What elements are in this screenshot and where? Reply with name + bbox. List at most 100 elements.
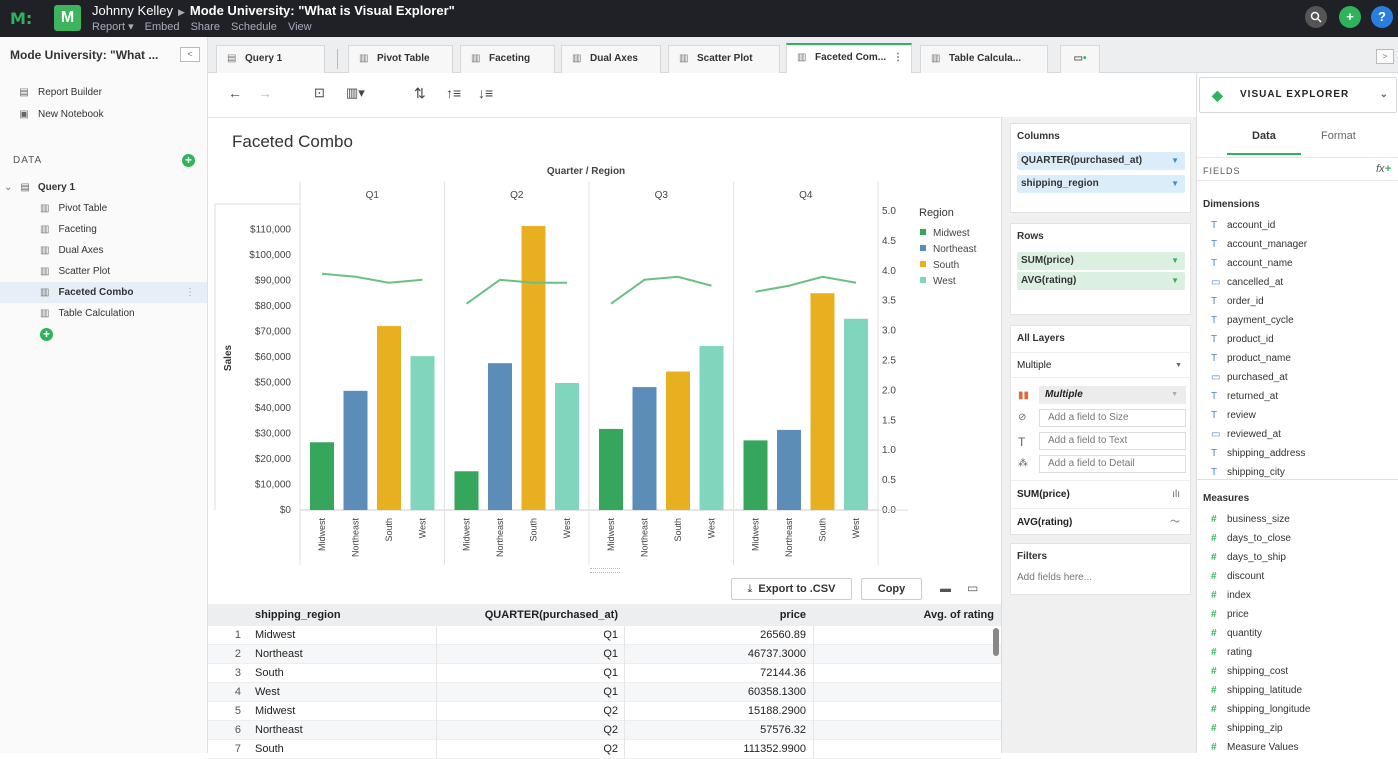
layer-avg-rating[interactable]: AVG(rating) 〜 (1011, 508, 1190, 536)
dimension-field[interactable]: product_name (1227, 353, 1291, 364)
collapse-sidebar-button[interactable]: < (180, 47, 200, 62)
rows-pill[interactable]: SUM(price) ▼ (1017, 252, 1185, 270)
sidebar-item-query-1[interactable]: ⌄ ▤ Query 1 (0, 177, 207, 198)
layer-sum-price[interactable]: SUM(price) ılı (1011, 480, 1190, 508)
sidebar-item-dual-axes[interactable]: ▥ Dual Axes (0, 240, 207, 261)
dimension-field[interactable]: account_manager (1227, 239, 1308, 250)
text-field[interactable]: Add a field to Text (1039, 432, 1186, 450)
columns-pill[interactable]: shipping_region ▼ (1017, 175, 1185, 193)
measure-field[interactable]: quantity (1227, 628, 1263, 639)
sidebar-item-scatter-plot[interactable]: ▥ Scatter Plot (0, 261, 207, 282)
size-field[interactable]: Add a field to Size (1039, 409, 1186, 427)
table-row[interactable]: 5 Midwest Q2 15188.2900 (208, 702, 1001, 721)
table-row[interactable]: 1 Midwest Q1 26560.89 (208, 626, 1001, 645)
formula-icon[interactable]: fx+ (1376, 163, 1391, 175)
chart-type-icon[interactable]: ▥▾ (346, 85, 365, 100)
dimension-field[interactable]: purchased_at (1227, 372, 1288, 383)
copy-button[interactable]: Copy (861, 578, 922, 600)
export-csv-button[interactable]: ⤓ Export to .CSV (731, 578, 852, 600)
measure-field[interactable]: days_to_close (1227, 533, 1291, 544)
tab-faceted-combo[interactable]: ▥ Faceted Com... ⋮ (786, 43, 912, 73)
dimension-field[interactable]: shipping_address (1227, 448, 1306, 459)
mark-select[interactable]: Multiple ▼ (1039, 386, 1186, 404)
undo-icon[interactable]: ← (228, 85, 242, 101)
new-notebook-link[interactable]: ▣ New Notebook (18, 109, 103, 120)
column-header[interactable]: Avg. of rating (923, 609, 994, 621)
measure-field[interactable]: shipping_zip (1227, 723, 1283, 734)
sort-ascending-icon[interactable]: ↑≡ (446, 85, 462, 101)
measure-field[interactable]: shipping_longitude (1227, 704, 1311, 715)
dimension-field[interactable]: order_id (1227, 296, 1264, 307)
measure-field[interactable]: shipping_cost (1227, 666, 1289, 677)
menu-view[interactable]: View (287, 21, 312, 33)
help-icon[interactable]: ? (1371, 6, 1393, 28)
measure-field[interactable]: shipping_latitude (1227, 685, 1303, 696)
dimension-field[interactable]: review (1227, 410, 1256, 421)
column-header[interactable]: shipping_region (255, 609, 341, 621)
tab-table-calculation[interactable]: ▥ Table Calcula... (920, 45, 1048, 73)
column-header[interactable]: QUARTER(purchased_at) (484, 609, 618, 621)
sidebar-item-table-calculation[interactable]: ▥ Table Calculation (0, 303, 207, 324)
resize-handle[interactable] (590, 568, 620, 573)
add-query-icon[interactable]: + (182, 154, 195, 167)
sidebar-item-faceted-combo[interactable]: ▥ Faceted Combo ⋮ (0, 282, 207, 303)
dimension-field[interactable]: product_id (1227, 334, 1274, 345)
measure-field[interactable]: price (1227, 609, 1249, 620)
dimension-field[interactable]: account_name (1227, 258, 1293, 269)
chevron-down-icon[interactable]: ▼ (1171, 179, 1179, 188)
add-tab-button[interactable]: ▭• (1060, 45, 1100, 73)
dimension-field[interactable]: account_id (1227, 220, 1276, 231)
menu-schedule[interactable]: Schedule (231, 21, 277, 33)
filters-dropzone[interactable]: Add fields here... (1017, 572, 1093, 583)
menu-embed[interactable]: Embed (144, 21, 180, 33)
minimize-icon[interactable]: ▬ (940, 583, 951, 595)
layers-select[interactable]: Multiple ▼ (1011, 352, 1190, 378)
detail-field[interactable]: Add a field to Detail (1039, 455, 1186, 473)
measure-field[interactable]: Measure Values (1227, 742, 1299, 753)
chevron-down-icon[interactable]: ▼ (1171, 276, 1179, 285)
report-builder-link[interactable]: ▤ Report Builder (18, 87, 102, 98)
measure-field[interactable]: business_size (1227, 514, 1290, 525)
sidebar-item-pivot-table[interactable]: ▥ Pivot Table (0, 198, 207, 219)
add-chart-icon[interactable]: + (40, 328, 53, 341)
tab-pivot-table[interactable]: ▥ Pivot Table (348, 45, 453, 73)
chevron-down-icon[interactable]: ▼ (1171, 256, 1179, 265)
table-scrollbar[interactable] (993, 628, 999, 656)
table-row[interactable]: 3 South Q1 72144.36 (208, 664, 1001, 683)
dimension-field[interactable]: returned_at (1227, 391, 1279, 402)
rows-pill[interactable]: AVG(rating) ▼ (1017, 272, 1185, 290)
table-row[interactable]: 4 West Q1 60358.1300 (208, 683, 1001, 702)
tab-data[interactable]: Data (1252, 130, 1276, 142)
tab-format[interactable]: Format (1321, 130, 1356, 142)
fit-icon[interactable]: ⊡ (314, 85, 325, 100)
table-row[interactable]: 7 South Q2 111352.9900 (208, 740, 1001, 759)
add-icon[interactable]: + (1339, 6, 1361, 28)
swap-axes-icon[interactable]: ⇅ (414, 85, 426, 101)
dimension-field[interactable]: reviewed_at (1227, 429, 1281, 440)
table-row[interactable]: 6 Northeast Q2 57576.32 (208, 721, 1001, 740)
dimension-field[interactable]: cancelled_at (1227, 277, 1284, 288)
tab-query-1[interactable]: ▤ Query 1 (216, 45, 325, 73)
menu-share[interactable]: Share (190, 21, 220, 33)
menu-report[interactable]: Report ▾ (92, 21, 134, 33)
search-icon[interactable] (1305, 6, 1327, 28)
tab-faceting[interactable]: ▥ Faceting (460, 45, 555, 73)
sort-descending-icon[interactable]: ↓≡ (478, 85, 494, 101)
breadcrumb-user[interactable]: Johnny Kelley (92, 3, 173, 18)
more-options-icon[interactable]: ⋮ (893, 52, 903, 63)
expand-panel-button[interactable]: > (1376, 49, 1394, 64)
redo-icon[interactable]: → (258, 85, 272, 101)
measure-field[interactable]: discount (1227, 571, 1265, 582)
columns-pill[interactable]: QUARTER(purchased_at) ▼ (1017, 152, 1185, 170)
measure-field[interactable]: days_to_ship (1227, 552, 1286, 563)
maximize-icon[interactable]: ▭ (967, 581, 979, 595)
visual-explorer-select[interactable]: ◆ VISUAL EXPLORER ⌄ (1199, 77, 1397, 113)
measure-field[interactable]: index (1227, 590, 1251, 601)
tab-scatter-plot[interactable]: ▥ Scatter Plot (668, 45, 780, 73)
column-header[interactable]: price (779, 609, 806, 621)
table-row[interactable]: 2 Northeast Q1 46737.3000 (208, 645, 1001, 664)
chevron-down-icon[interactable]: ▼ (1171, 156, 1179, 165)
mode-logo-icon[interactable]: M: (10, 9, 33, 28)
dimension-field[interactable]: shipping_city (1227, 467, 1285, 478)
sidebar-item-faceting[interactable]: ▥ Faceting (0, 219, 207, 240)
